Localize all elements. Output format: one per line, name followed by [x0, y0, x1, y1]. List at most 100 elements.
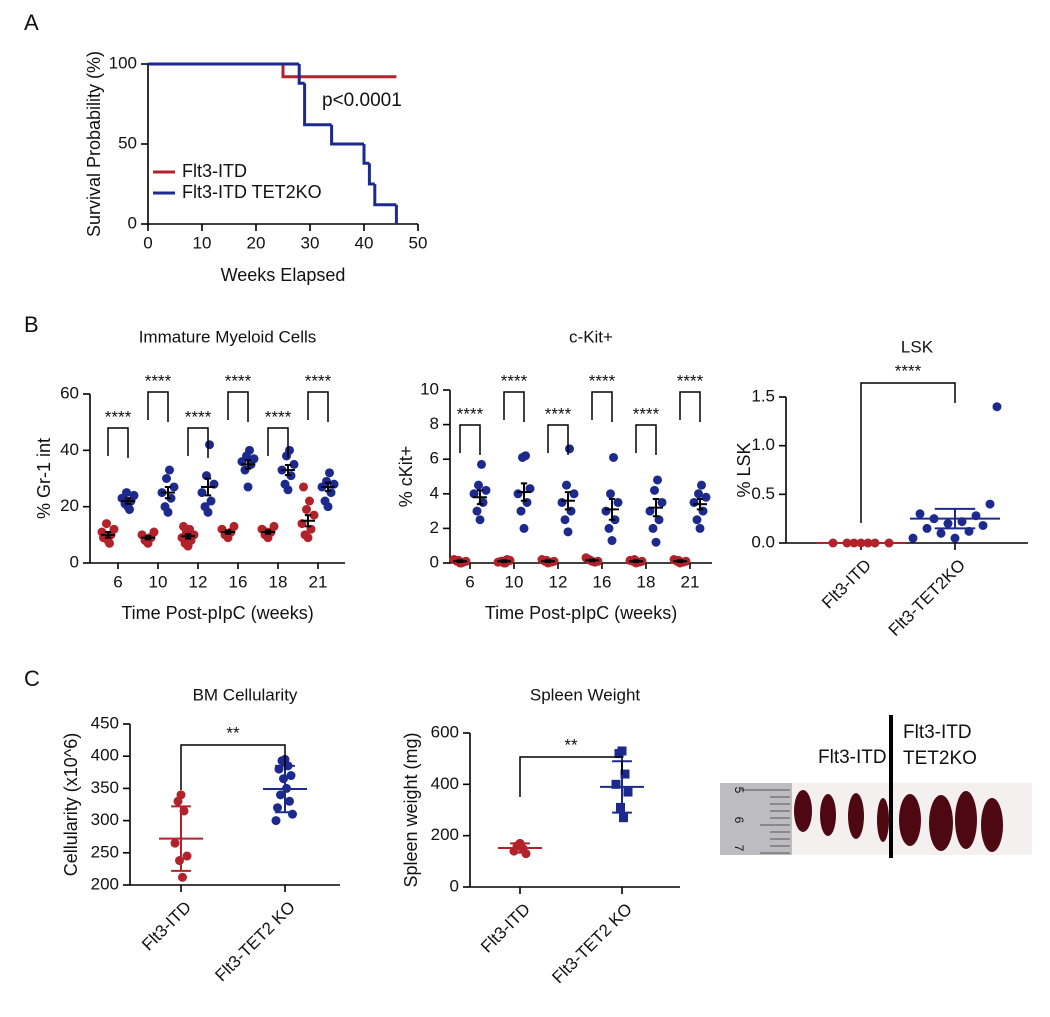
data-point [922, 523, 932, 533]
data-point [289, 459, 299, 469]
x-tick-label: 10 [505, 572, 524, 591]
error-bar [476, 489, 484, 506]
data-point [604, 523, 614, 533]
x-tick-label: 10 [149, 572, 168, 591]
data-point [305, 496, 314, 506]
data-point [243, 482, 253, 492]
ruler-label: 7 [732, 845, 746, 852]
data-point [300, 530, 310, 540]
y-tick-label: 6 [430, 449, 439, 468]
data-point [288, 809, 297, 819]
y-tick-label: 40 [60, 440, 79, 459]
y-tick-label: 4 [430, 483, 439, 502]
data-point [645, 506, 655, 516]
data-point [273, 803, 282, 813]
error-bar [164, 485, 172, 500]
data-point [613, 497, 623, 507]
data-point [616, 802, 625, 812]
data-point [322, 476, 331, 486]
error-bar [224, 529, 232, 535]
y-tick-label: 350 [91, 778, 119, 797]
significance-label: **** [185, 407, 212, 426]
y-tick-label: 0.5 [751, 484, 775, 503]
data-point [609, 452, 618, 462]
legend-label: Flt3-ITD [182, 161, 247, 181]
data-point [269, 521, 279, 531]
data-point [205, 440, 214, 450]
data-point [908, 533, 918, 543]
significance-label: ** [226, 723, 240, 742]
data-point [249, 454, 259, 464]
data-point [178, 872, 187, 882]
legend-label: Flt3-ITD TET2KO [182, 182, 322, 202]
annotation: p<0.0001 [322, 90, 402, 111]
significance-bracket [591, 391, 613, 422]
data-point [279, 774, 288, 784]
data-point [601, 506, 611, 516]
data-point [229, 521, 239, 531]
data-point [197, 488, 207, 498]
significance-bracket [459, 424, 481, 455]
data-point [182, 851, 192, 861]
x-tick-label: 50 [409, 233, 428, 252]
data-point [648, 523, 658, 533]
data-point [474, 480, 483, 490]
y-tick-label: 250 [91, 842, 119, 861]
data-point [516, 506, 526, 516]
panel-label: B [24, 312, 39, 337]
x-tick-label: 0 [143, 233, 152, 252]
y-axis-label: % Gr-1 int [34, 438, 54, 519]
y-tick-label: 8 [430, 414, 439, 433]
data-point [614, 749, 624, 759]
x-tick-label: 12 [549, 572, 568, 591]
error-bar [564, 491, 572, 511]
error-bar [608, 497, 616, 521]
error-bar [934, 507, 976, 530]
significance-label: **** [633, 404, 660, 423]
error-bar [284, 463, 292, 477]
y-axis-label: Survival Probability (%) [84, 51, 104, 237]
data-point [943, 519, 953, 529]
significance-bracket [679, 391, 701, 422]
data-point [565, 444, 574, 454]
x-tick-label: Flt3-ITD [138, 898, 195, 955]
data-point [472, 506, 482, 516]
significance-label: **** [305, 371, 332, 390]
error-bar [652, 497, 660, 518]
ruler-label: 6 [732, 817, 746, 824]
y-axis-label: Cellularity (x10^6) [61, 733, 81, 877]
data-point [697, 480, 706, 490]
error-bar [144, 534, 152, 541]
error-bar [510, 842, 530, 854]
y-tick-label: 1.5 [751, 386, 775, 405]
significance-bracket [503, 391, 525, 422]
data-point [650, 485, 659, 495]
x-tick-label: 10 [193, 233, 212, 252]
data-point [122, 488, 131, 498]
data-point [481, 485, 491, 495]
y-axis-label: % LSK [734, 442, 754, 497]
spleens [794, 790, 1003, 852]
significance-bracket [547, 424, 569, 455]
x-tick-label: 12 [189, 572, 208, 591]
data-point [245, 445, 254, 455]
error-bar [184, 532, 192, 540]
x-tick-label: 30 [301, 233, 320, 252]
significance-bracket [107, 427, 129, 458]
data-point [309, 510, 319, 520]
x-axis-label: Weeks Elapsed [221, 265, 346, 285]
data-point [521, 849, 531, 859]
error-bar [456, 559, 464, 564]
data-point [200, 502, 210, 512]
data-point [105, 538, 114, 548]
y-tick-label: 200 [431, 825, 459, 844]
y-tick-label: 10 [420, 379, 439, 398]
data-point [950, 533, 960, 543]
data-point [623, 787, 633, 797]
ruler-ticks [740, 789, 790, 854]
significance-label: **** [457, 404, 484, 423]
significance-label: **** [105, 407, 132, 426]
significance-label: **** [589, 371, 616, 390]
y-tick-label: 0 [450, 876, 459, 895]
